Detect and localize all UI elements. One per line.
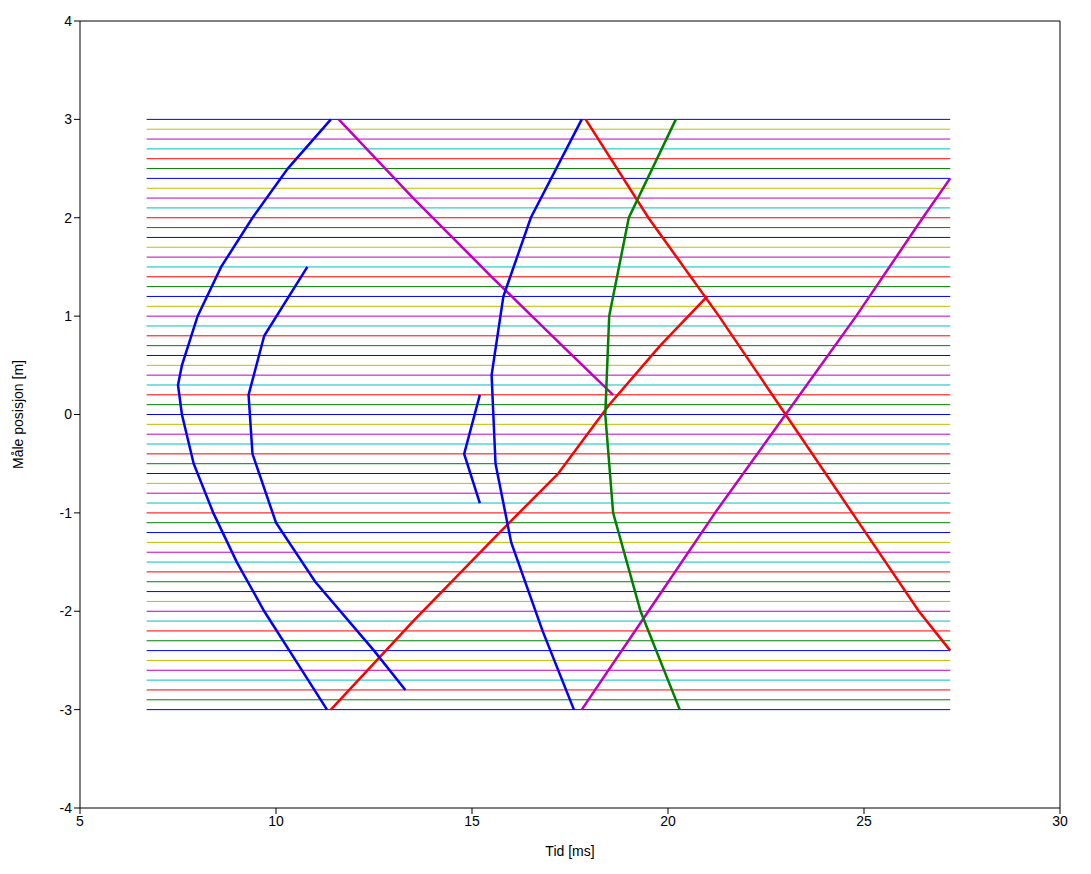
svg-text:4: 4 — [64, 13, 72, 29]
svg-text:10: 10 — [268, 813, 284, 829]
svg-text:5: 5 — [76, 813, 84, 829]
svg-text:Måle posisjon [m]: Måle posisjon [m] — [10, 360, 26, 469]
svg-text:-1: -1 — [60, 505, 73, 521]
svg-text:15: 15 — [464, 813, 480, 829]
svg-text:0: 0 — [64, 406, 72, 422]
svg-text:20: 20 — [660, 813, 676, 829]
svg-text:3: 3 — [64, 111, 72, 127]
svg-text:-2: -2 — [60, 603, 73, 619]
svg-text:30: 30 — [1052, 813, 1068, 829]
svg-text:-4: -4 — [60, 800, 73, 816]
svg-text:1: 1 — [64, 308, 72, 324]
svg-text:2: 2 — [64, 210, 72, 226]
svg-text:-3: -3 — [60, 702, 73, 718]
svg-text:25: 25 — [856, 813, 872, 829]
svg-text:Tid [ms]: Tid [ms] — [545, 843, 594, 859]
